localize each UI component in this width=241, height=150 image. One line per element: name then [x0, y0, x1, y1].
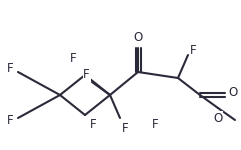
Text: F: F — [83, 69, 90, 81]
Text: F: F — [90, 118, 96, 131]
Text: O: O — [213, 112, 223, 125]
Text: F: F — [190, 44, 197, 57]
Text: F: F — [152, 118, 159, 131]
Text: O: O — [133, 31, 143, 44]
Text: F: F — [122, 122, 129, 135]
Text: F: F — [7, 114, 14, 126]
Text: O: O — [228, 85, 237, 99]
Text: F: F — [70, 52, 76, 65]
Text: F: F — [7, 61, 14, 75]
